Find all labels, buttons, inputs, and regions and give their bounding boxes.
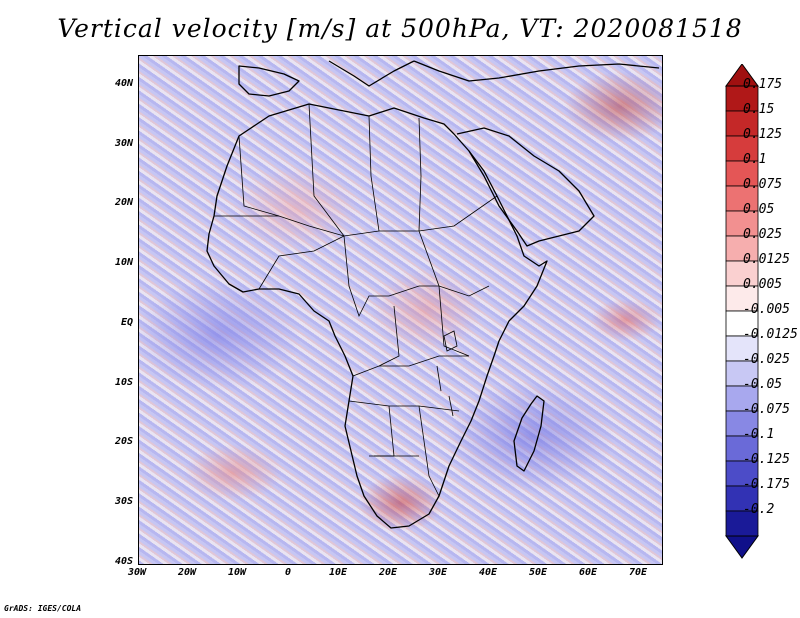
x-tick-label: 60E <box>578 567 598 578</box>
y-tick-label: 40N <box>114 78 133 89</box>
y-tick-label: 40S <box>114 556 133 567</box>
chart-title: Vertical velocity [m/s] at 500hPa, VT: 2… <box>57 14 743 43</box>
colorbar-swatch <box>725 160 759 187</box>
y-tick-label: 20S <box>114 436 133 447</box>
colorbar-label: -0.075 <box>743 402 790 417</box>
footer-credit: GrADS: IGES/COLA <box>4 604 82 613</box>
colorbar-swatch <box>725 85 759 112</box>
colorbar <box>725 64 759 559</box>
colorbar-swatch <box>725 260 759 287</box>
colorbar-label: 0.125 <box>743 127 783 142</box>
y-tick-label: 30S <box>114 496 133 507</box>
colorbar-label: 0.175 <box>743 77 783 92</box>
colorbar-swatch <box>725 460 759 487</box>
y-tick-label: 10S <box>114 377 133 388</box>
x-tick-label: 30W <box>127 567 147 578</box>
colorbar-label: -0.1 <box>743 427 775 442</box>
colorbar-label: 0.1 <box>743 152 767 167</box>
colorbar-label: 0.005 <box>743 277 783 292</box>
x-tick-label: 20W <box>177 567 197 578</box>
map-panel <box>138 55 663 565</box>
x-tick-label: 10W <box>227 567 247 578</box>
colorbar-label: 0.05 <box>743 202 775 217</box>
x-tick-label: 0 <box>284 567 292 578</box>
colorbar-swatch <box>725 210 759 237</box>
colorbar-label: -0.175 <box>743 477 790 492</box>
colorbar-swatch <box>725 110 759 137</box>
colorbar-swatch <box>725 360 759 387</box>
colorbar-label: -0.0125 <box>743 327 798 342</box>
y-tick-label: 20N <box>114 197 133 208</box>
colorbar-label: 0.0125 <box>743 252 790 267</box>
y-tick-label: 10N <box>114 257 133 268</box>
x-tick-label: 20E <box>378 567 398 578</box>
x-tick-label: 50E <box>528 567 548 578</box>
colorbar-label: -0.025 <box>743 352 790 367</box>
colorbar-swatch <box>725 310 759 337</box>
x-tick-label: 70E <box>628 567 648 578</box>
y-tick-label: EQ <box>120 317 133 328</box>
x-tick-label: 30E <box>428 567 448 578</box>
colorbar-label: -0.125 <box>743 452 790 467</box>
colorbar-swatch <box>725 485 759 512</box>
colorbar-label: -0.2 <box>743 502 775 517</box>
x-tick-label: 40E <box>478 567 498 578</box>
colorbar-swatch <box>725 410 759 437</box>
y-tick-label: 30N <box>114 138 133 149</box>
colorbar-label: -0.005 <box>743 302 790 317</box>
colorbar-label: 0.075 <box>743 177 783 192</box>
colorbar-label: -0.05 <box>743 377 783 392</box>
africa-outline <box>206 60 660 529</box>
colorbar-label: 0.15 <box>743 102 775 117</box>
x-tick-label: 10E <box>328 567 348 578</box>
colorbar-swatch <box>725 510 759 537</box>
colorbar-swatch <box>725 335 759 362</box>
colorbar-label: 0.025 <box>743 227 783 242</box>
